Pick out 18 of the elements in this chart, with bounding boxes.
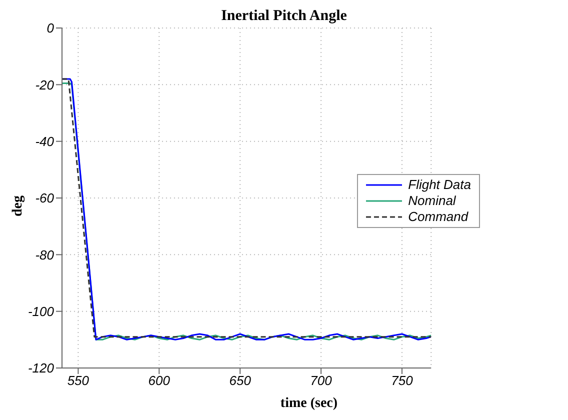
y-tick-label: -60 [35, 190, 55, 206]
chart-title: Inertial Pitch Angle [221, 8, 347, 24]
y-axis-title: deg [10, 196, 26, 216]
y-tick-label: -20 [35, 77, 55, 92]
y-tick-label: -80 [35, 247, 55, 262]
x-tick-label: 700 [310, 373, 333, 388]
x-tick-label: 750 [391, 373, 414, 388]
legend-label: Command [408, 208, 468, 224]
legend-label: Nominal [408, 192, 456, 208]
x-tick-label: 600 [148, 373, 171, 388]
legend-label: Flight Data [408, 176, 471, 192]
x-axis-title: time (sec) [279, 396, 339, 412]
x-tick-label: 550 [67, 373, 90, 388]
y-tick-label: 0 [46, 20, 55, 36]
y-tick-label: -40 [35, 134, 55, 149]
x-tick-label: 650 [229, 373, 252, 388]
y-tick-label: -100 [28, 304, 55, 319]
y-tick-label: -120 [28, 360, 55, 376]
